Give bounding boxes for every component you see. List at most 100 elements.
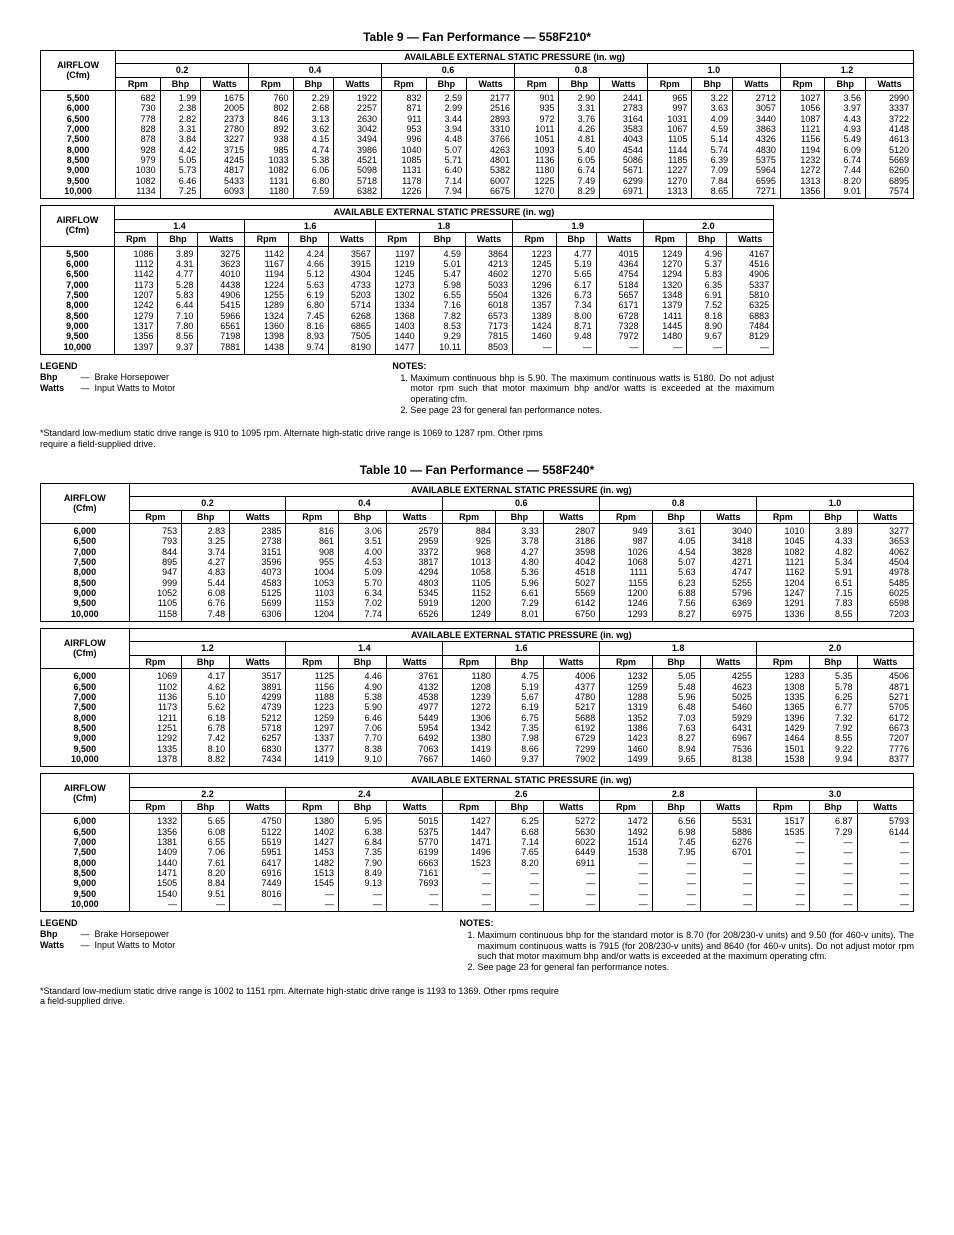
data-cell: 6449: [543, 847, 599, 857]
airflow-cell: 10,000: [41, 186, 116, 199]
sub-header: Rpm: [382, 77, 427, 90]
data-cell: 3.31: [559, 103, 600, 113]
data-cell: 7776: [857, 744, 913, 754]
data-cell: 5.83: [158, 290, 198, 300]
aesp-header: AVAILABLE EXTERNAL STATIC PRESSURE (in. …: [129, 629, 913, 642]
data-cell: 1.99: [160, 91, 201, 104]
data-cell: 4.77: [158, 269, 198, 279]
sub-header: Bhp: [160, 77, 201, 90]
pressure-header: 0.2: [116, 64, 249, 77]
data-cell: 3517: [230, 669, 286, 682]
data-cell: 1251: [129, 723, 182, 733]
data-cell: 4.33: [809, 536, 857, 546]
data-cell: 1389: [512, 311, 556, 321]
data-cell: 1480: [643, 331, 687, 341]
sub-header: Watts: [733, 77, 781, 90]
data-cell: 1082: [116, 176, 161, 186]
legend-line: Watts — Input Watts to Motor: [40, 383, 363, 393]
data-cell: 2712: [733, 91, 781, 104]
data-cell: 955: [286, 557, 339, 567]
data-cell: 1513: [286, 868, 339, 878]
data-cell: 6142: [543, 598, 599, 608]
note-item: Maximum continuous bhp for the standard …: [478, 930, 914, 961]
data-cell: 6.05: [559, 155, 600, 165]
sub-header: Rpm: [757, 510, 810, 523]
data-cell: 1142: [245, 246, 289, 259]
data-cell: 5375: [386, 827, 442, 837]
data-cell: 1011: [514, 124, 559, 134]
data-cell: 6729: [543, 733, 599, 743]
data-cell: 5531: [700, 814, 756, 827]
data-cell: 3042: [334, 124, 382, 134]
data-cell: 8.29: [559, 186, 600, 199]
data-cell: 1031: [647, 114, 692, 124]
data-cell: 9.65: [652, 754, 700, 767]
data-cell: 972: [514, 114, 559, 124]
data-cell: 6093: [201, 186, 249, 199]
data-cell: 938: [249, 134, 294, 144]
data-cell: 7.59: [293, 186, 334, 199]
data-cell: 7881: [198, 342, 245, 355]
table-row: 10,00013979.37788114389.748190147710.118…: [41, 342, 774, 355]
data-cell: 3766: [467, 134, 515, 144]
data-cell: 7.35: [338, 847, 386, 857]
data-cell: 7.48: [182, 609, 230, 622]
table9-part-b: AIRFLOW(Cfm)AVAILABLE EXTERNAL STATIC PR…: [40, 205, 774, 354]
data-cell: 6260: [866, 165, 914, 175]
data-cell: 1026: [600, 547, 653, 557]
data-cell: 7.95: [652, 847, 700, 857]
data-cell: 4739: [230, 702, 286, 712]
data-cell: 1313: [647, 186, 692, 199]
data-cell: 1447: [443, 827, 496, 837]
data-cell: —: [857, 858, 913, 868]
data-cell: 6.55: [419, 290, 465, 300]
data-cell: 4299: [230, 692, 286, 702]
sub-header: Bhp: [182, 800, 230, 813]
pressure-header: 0.8: [600, 497, 757, 510]
data-cell: 3.25: [182, 536, 230, 546]
airflow-cell: 7,500: [41, 134, 116, 144]
data-cell: —: [727, 342, 774, 355]
data-cell: 5.09: [338, 567, 386, 577]
data-cell: 1292: [129, 733, 182, 743]
table-row: 8,0009284.4237159854.74398610405.0742631…: [41, 145, 914, 155]
data-cell: 1134: [116, 186, 161, 199]
data-cell: 1259: [600, 682, 653, 692]
data-cell: 5337: [727, 280, 774, 290]
data-cell: 4978: [857, 567, 913, 577]
data-cell: 1052: [129, 588, 182, 598]
data-cell: 4747: [700, 567, 756, 577]
data-cell: 1207: [114, 290, 158, 300]
data-cell: 1297: [286, 723, 339, 733]
data-cell: 6.51: [809, 578, 857, 588]
data-cell: 7.63: [652, 723, 700, 733]
data-cell: 3.31: [160, 124, 201, 134]
data-cell: 1058: [443, 567, 496, 577]
data-cell: —: [338, 889, 386, 899]
data-cell: 4.66: [289, 259, 329, 269]
data-cell: 5203: [328, 290, 375, 300]
data-cell: 3583: [600, 124, 648, 134]
data-cell: 1208: [443, 682, 496, 692]
sub-header: Rpm: [129, 510, 182, 523]
data-cell: 778: [116, 114, 161, 124]
data-cell: 7.03: [652, 713, 700, 723]
table-row: 9,00012927.42625713377.70649213807.98672…: [41, 733, 914, 743]
data-cell: 1153: [286, 598, 339, 608]
data-cell: —: [495, 878, 543, 888]
data-cell: 3828: [700, 547, 756, 557]
airflow-cell: 6,500: [41, 682, 130, 692]
data-cell: 6.08: [182, 588, 230, 598]
data-cell: 1270: [512, 269, 556, 279]
data-cell: 1471: [129, 868, 182, 878]
data-cell: 5033: [466, 280, 513, 290]
data-cell: 1419: [286, 754, 339, 767]
sub-header: Rpm: [129, 800, 182, 813]
sub-header: Bhp: [652, 655, 700, 668]
data-cell: —: [757, 858, 810, 868]
data-cell: 2807: [543, 524, 599, 537]
data-cell: 8.53: [419, 321, 465, 331]
data-cell: 5212: [230, 713, 286, 723]
data-cell: 7173: [466, 321, 513, 331]
sub-header: Watts: [386, 655, 442, 668]
